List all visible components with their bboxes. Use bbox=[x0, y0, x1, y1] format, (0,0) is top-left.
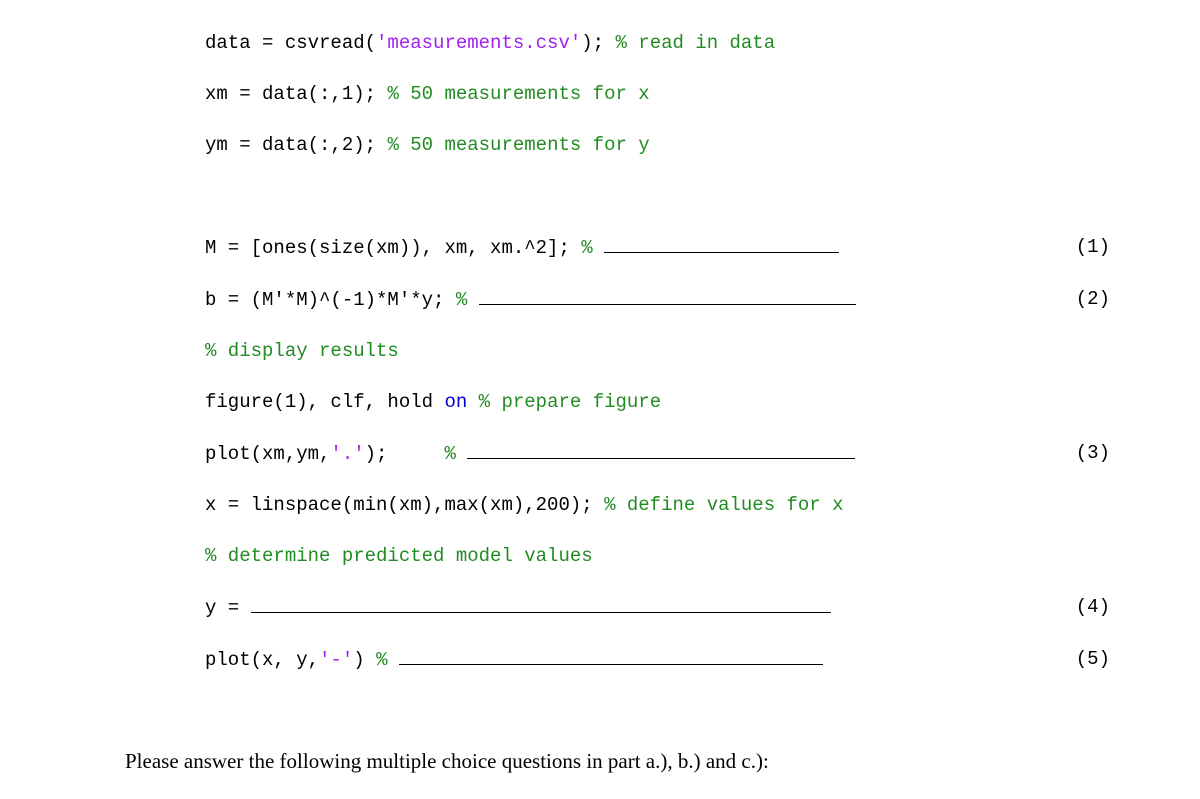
code-comment: % 50 measurements for x bbox=[387, 83, 649, 105]
code-text: ); bbox=[581, 32, 615, 54]
code-comment: % bbox=[444, 443, 467, 465]
code-text: M = [ones(size(xm)), xm, xm.^2]; bbox=[205, 237, 581, 259]
code-comment: % display results bbox=[205, 340, 399, 362]
code-string: '.' bbox=[330, 443, 364, 465]
code-text: data = csvread( bbox=[205, 32, 376, 54]
code-comment: % 50 measurements for y bbox=[387, 134, 649, 156]
code-block: data = csvread('measurements.csv'); % re… bbox=[205, 6, 1110, 724]
code-text: ym = data(:,2); bbox=[205, 134, 387, 156]
code-comment: % read in data bbox=[615, 32, 775, 54]
code-text: ) bbox=[353, 649, 376, 671]
code-comment: % define values for x bbox=[604, 494, 843, 516]
code-text: ); bbox=[365, 443, 445, 465]
code-text: xm = data(:,1); bbox=[205, 83, 387, 105]
code-keyword: on bbox=[444, 391, 478, 413]
code-text: b = (M'*M)^(-1)*M'*y; bbox=[205, 289, 456, 311]
code-text: x = linspace(min(xm),max(xm),200); bbox=[205, 494, 604, 516]
line-number: (3) bbox=[1076, 441, 1110, 466]
code-text: plot(xm,ym, bbox=[205, 443, 330, 465]
code-comment: % prepare figure bbox=[479, 391, 661, 413]
line-number: (5) bbox=[1076, 647, 1110, 672]
code-comment: % bbox=[456, 289, 479, 311]
code-text: figure(1), clf, hold bbox=[205, 391, 444, 413]
code-string: 'measurements.csv' bbox=[376, 32, 581, 54]
code-comment: % determine predicted model values bbox=[205, 545, 593, 567]
line-number: (4) bbox=[1076, 595, 1110, 620]
code-text: y = bbox=[205, 597, 251, 619]
page-root: data = csvread('measurements.csv'); % re… bbox=[0, 0, 1200, 799]
code-comment: % bbox=[581, 237, 604, 259]
code-string: '-' bbox=[319, 649, 353, 671]
line-number: (1) bbox=[1076, 235, 1110, 260]
code-comment: % bbox=[376, 649, 399, 671]
code-text: plot(x, y, bbox=[205, 649, 319, 671]
questions-intro: Please answer the following multiple cho… bbox=[125, 749, 1110, 774]
line-number: (2) bbox=[1076, 287, 1110, 312]
